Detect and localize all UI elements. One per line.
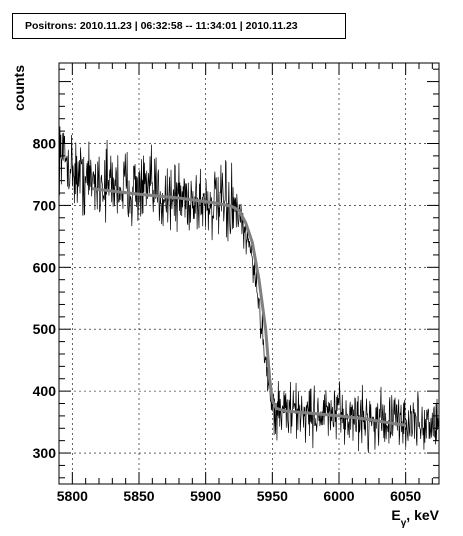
histogram-trace [58,126,440,453]
x-axis-title-sub: γ [401,518,407,529]
axis-ticks [58,63,439,484]
x-axis-title-main: E [391,507,400,523]
fit-curve-series [92,187,406,427]
x-tick-label: 5800 [57,488,88,504]
y-tick-label: 700 [33,197,57,213]
x-tick-label: 5900 [190,488,221,504]
x-tick-label: 5850 [123,488,154,504]
axis-tick-labels: 5800 5850 5900 5950 6000 6050 300 400 500 600 700 8… [33,135,422,504]
y-tick-label: 800 [33,135,57,151]
x-tick-label: 6050 [390,488,421,504]
y-tick-label: 300 [33,445,57,461]
x-axis-title-unit: , keV [406,507,439,523]
x-axis-title: Eγ, keV [391,507,439,529]
chart-title: Positrons: 2010.11.23 | 06:32:58 -- 11:3… [12,13,346,39]
y-axis-title: counts [11,65,27,111]
fit-curve [92,187,406,427]
histogram-series [58,126,440,453]
grid-lines [59,63,439,484]
y-tick-label: 400 [33,383,57,399]
y-tick-label: 500 [33,321,57,337]
x-tick-label: 5950 [257,488,288,504]
plot-frame [58,62,440,485]
x-tick-label: 6000 [323,488,354,504]
y-tick-label: 600 [33,259,57,275]
